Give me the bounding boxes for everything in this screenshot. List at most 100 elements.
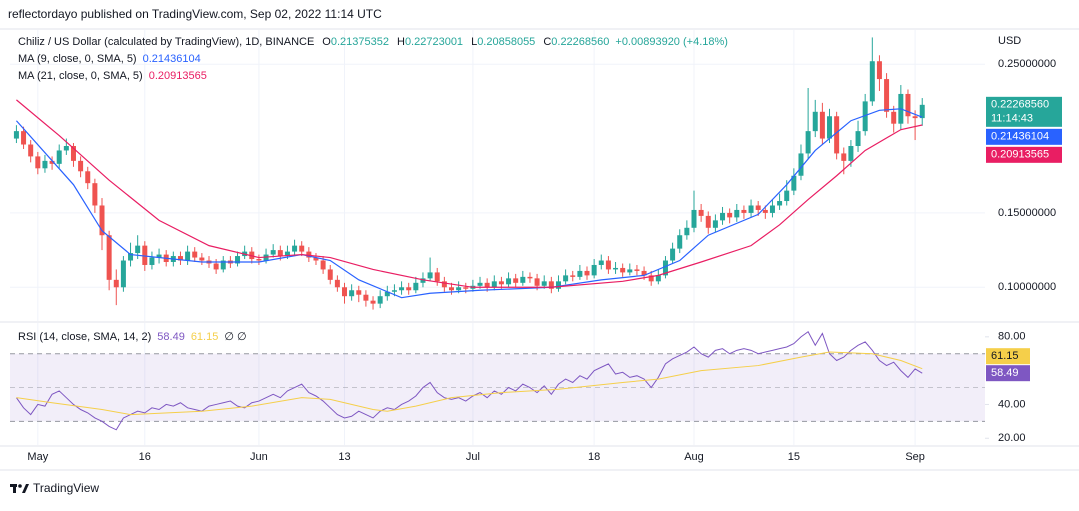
legend-value: 0.20858055	[477, 36, 535, 48]
candle-body	[92, 183, 98, 206]
candle-body	[848, 146, 854, 161]
candle-body	[819, 111, 825, 139]
candle-body	[213, 263, 219, 270]
candle-body	[905, 93, 911, 117]
candle-body	[99, 205, 105, 236]
candle-body	[120, 260, 126, 288]
x-tick-label: May	[27, 451, 48, 463]
legend-value: 0.21436104	[143, 53, 201, 65]
candle-body	[284, 251, 290, 257]
candle-body	[441, 281, 447, 288]
candle-body	[384, 291, 390, 297]
candle-body	[70, 146, 76, 161]
candle-body	[448, 287, 454, 291]
y-tick-label: 0.15000000	[998, 207, 1056, 219]
candle-body	[513, 278, 519, 283]
candle-body	[712, 220, 718, 228]
candle-body	[256, 259, 262, 261]
logo-mark	[22, 484, 29, 493]
candle-body	[634, 269, 640, 271]
price-tag	[986, 96, 1062, 127]
candle-body	[434, 272, 440, 282]
candle-body	[220, 260, 226, 270]
candle-body	[912, 116, 918, 119]
legend-value: 0.22723001	[405, 36, 463, 48]
candle-body	[456, 287, 462, 291]
candle-body	[377, 296, 383, 304]
rsi-tag	[986, 365, 1030, 382]
logo-text: TradingView	[33, 481, 99, 495]
legend-value: L	[471, 36, 477, 48]
candle-body	[755, 205, 761, 210]
candle-body	[277, 250, 283, 257]
legend-value: Chiliz / US Dollar (calculated by Tradin…	[18, 36, 314, 48]
candle-body	[406, 287, 412, 291]
candle-body	[862, 101, 868, 132]
candle-body	[541, 281, 547, 286]
candle-body	[691, 209, 697, 228]
legend-value: C	[543, 36, 551, 48]
candle-body	[142, 245, 148, 265]
candle-body	[427, 272, 433, 279]
candle-body	[791, 175, 797, 191]
logo-mark	[18, 484, 22, 488]
candle-body	[463, 287, 469, 289]
candle-body	[705, 215, 711, 228]
candle-body	[49, 160, 55, 164]
moving-average-line	[15, 108, 923, 299]
legend-ma: MA (9, close, 0, SMA, 5) 0.21436104	[18, 53, 201, 65]
candle-body	[548, 281, 554, 289]
candle-body	[720, 212, 726, 221]
legend-value: 58.49	[157, 331, 185, 343]
candle-body	[192, 251, 198, 258]
candle-body	[42, 160, 48, 169]
candle-body	[21, 131, 27, 145]
candle-body	[598, 260, 604, 265]
candle-body	[313, 257, 319, 261]
rsi-line	[16, 331, 923, 431]
candle-body	[56, 150, 62, 164]
legend-value: 61.15	[191, 331, 219, 343]
candle-body	[235, 256, 241, 264]
legend-value: MA (9, close, 0, SMA, 5)	[18, 53, 137, 65]
candle-body	[798, 153, 804, 176]
x-tick-label: 15	[788, 451, 800, 463]
y-tick-label: 20.00	[998, 432, 1026, 444]
rsi-tag-text: 58.49	[991, 367, 1019, 379]
candle-body	[370, 300, 376, 304]
candle-body	[876, 61, 882, 80]
candle-body	[399, 287, 405, 291]
candle-body	[627, 269, 633, 273]
candle-body	[741, 209, 747, 213]
candle-body	[648, 275, 654, 282]
candle-body	[841, 153, 847, 161]
legend-value: 0.22268560	[551, 36, 609, 48]
legend-ma: MA (21, close, 0, SMA, 5) 0.20913565	[18, 70, 207, 82]
candle-body	[563, 275, 569, 282]
candle-body	[698, 209, 704, 216]
candle-body	[363, 294, 369, 301]
candle-body	[356, 290, 362, 295]
candle-body	[827, 116, 833, 139]
price-tag	[986, 128, 1062, 145]
candle-body	[420, 278, 426, 283]
candle-body	[577, 270, 583, 277]
candle-body	[334, 279, 340, 288]
candle-body	[484, 282, 490, 288]
countdown: 11:14:43	[991, 113, 1033, 125]
candle-body	[584, 270, 590, 276]
legend-value: H	[397, 36, 405, 48]
y-tick-label: 40.00	[998, 398, 1026, 410]
moving-average-line	[16, 99, 923, 288]
candle-body	[299, 245, 305, 252]
logo-mark	[13, 484, 16, 493]
legend-value: +0.00893920 (+4.18%)	[615, 36, 728, 48]
candle-body	[342, 287, 348, 297]
x-tick-label: Sep	[905, 451, 925, 463]
candle-body	[13, 131, 19, 139]
x-tick-label: 18	[588, 451, 600, 463]
candle-body	[734, 209, 740, 218]
price-tag-text: 0.22268560	[991, 99, 1049, 111]
candle-body	[777, 201, 783, 206]
candle-body	[85, 171, 91, 184]
